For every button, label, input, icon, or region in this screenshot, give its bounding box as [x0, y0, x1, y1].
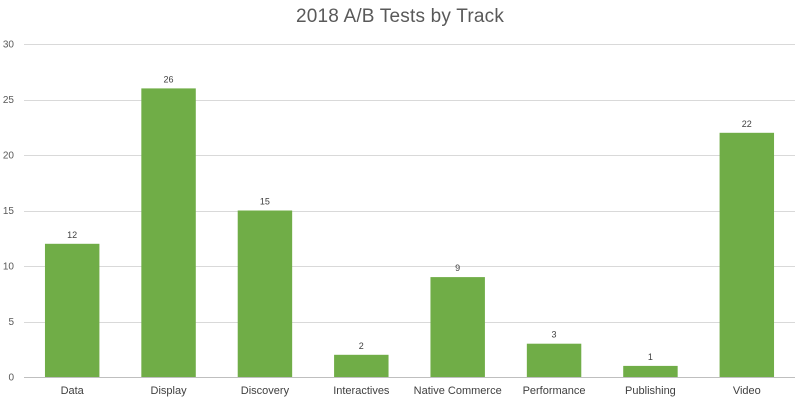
bar-data — [44, 243, 100, 377]
bar-discovery — [237, 210, 293, 377]
y-tick-label: 25 — [3, 95, 15, 106]
y-tick-label: 10 — [3, 262, 15, 273]
x-category-label: Discovery — [241, 385, 290, 397]
x-category-label: Performance — [523, 385, 586, 397]
x-category-label: Publishing — [625, 385, 676, 397]
bar-performance — [526, 343, 582, 377]
bar-interactives — [334, 354, 389, 377]
bar-video — [719, 132, 775, 377]
x-category-label: Video — [733, 385, 761, 397]
bars — [44, 88, 775, 378]
y-tick-label: 5 — [8, 317, 14, 328]
data-label: 9 — [455, 263, 460, 273]
data-label: 22 — [742, 119, 752, 129]
data-label: 26 — [164, 74, 174, 84]
data-labels: 12 26 15 2 9 3 1 22 — [67, 74, 752, 362]
y-tick-label: 20 — [3, 151, 15, 162]
y-tick-label: 0 — [8, 373, 14, 384]
x-axis-categories: Data Display Discovery Interactives Native C… — [61, 385, 761, 397]
data-label: 2 — [359, 341, 364, 351]
data-label: 12 — [67, 230, 77, 240]
x-category-label: Display — [151, 385, 188, 397]
x-category-label: Data — [61, 385, 85, 397]
bar-display — [141, 88, 196, 378]
chart-title: 2018 A/B Tests by Track — [295, 6, 505, 27]
gridlines — [24, 44, 795, 378]
x-category-label: Native Commerce — [414, 385, 502, 397]
y-axis-ticks: 0 5 10 15 20 25 30 — [3, 40, 15, 384]
data-label: 1 — [648, 352, 653, 362]
bar-publishing — [623, 365, 678, 377]
y-tick-label: 30 — [3, 40, 15, 51]
data-label: 3 — [552, 330, 557, 340]
data-label: 15 — [260, 197, 270, 207]
bar-native-commerce — [430, 277, 485, 377]
x-category-label: Interactives — [333, 385, 390, 397]
y-tick-label: 15 — [3, 206, 15, 217]
